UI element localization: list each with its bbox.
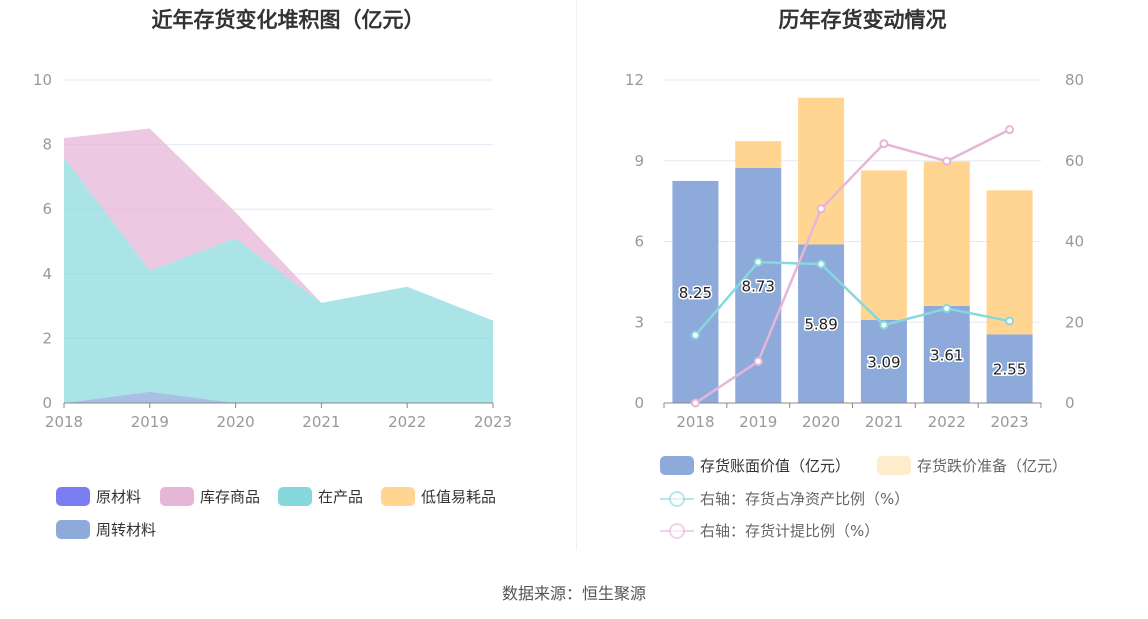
area-series-4 <box>64 391 493 403</box>
y-right-tick-label: 40 <box>1065 233 1084 251</box>
panel-divider <box>576 0 577 550</box>
legend-swatch <box>381 487 415 506</box>
y-tick-label: 4 <box>42 265 52 283</box>
x-tick-label: 2018 <box>45 413 83 431</box>
legend-label: 右轴：存货占净资产比例（%） <box>700 490 910 508</box>
line-point[interactable] <box>1005 125 1015 135</box>
line-series-0 <box>694 260 1010 336</box>
legend-item-0[interactable]: 存货账面价值（亿元） <box>660 455 850 476</box>
bar-impairment[interactable] <box>923 161 970 306</box>
y-left-tick-label: 3 <box>634 313 644 331</box>
legend-item-0[interactable]: 原材料 <box>56 486 141 507</box>
bar-book-value[interactable] <box>798 244 845 403</box>
x-tick-label: 2019 <box>131 413 169 431</box>
bar-value-label: 8.25 <box>679 284 712 302</box>
bar-value-label: 5.89 <box>804 316 837 334</box>
legend-item-4[interactable]: 周转材料 <box>56 519 156 540</box>
y-right-tick-label: 20 <box>1065 313 1084 331</box>
bar-book-value[interactable] <box>923 305 970 403</box>
legend-swatch <box>660 456 694 475</box>
x-tick-label: 2023 <box>990 413 1028 431</box>
legend-label: 存货账面价值（亿元） <box>700 457 851 475</box>
bar-impairment[interactable] <box>735 141 782 169</box>
line-point[interactable] <box>942 304 952 314</box>
y-left-tick-label: 6 <box>634 233 644 251</box>
y-right-tick-label: 0 <box>1065 394 1075 412</box>
x-tick-label: 2021 <box>865 413 903 431</box>
bar-impairment[interactable] <box>986 190 1033 335</box>
y-left-tick-label: 0 <box>634 394 644 412</box>
right-chart-title: 历年存货变动情况 <box>778 8 947 32</box>
legend-item-1[interactable]: 库存商品 <box>160 486 260 507</box>
legend-label: 存货跌价准备（亿元） <box>917 457 1068 475</box>
y-tick-label: 8 <box>42 136 52 154</box>
line-point[interactable] <box>942 156 952 166</box>
x-tick-label: 2020 <box>802 413 840 431</box>
bar-impairment[interactable] <box>860 170 907 320</box>
x-tick-label: 2019 <box>739 413 777 431</box>
legend-swatch <box>278 487 312 506</box>
legend-swatch <box>660 521 694 540</box>
legend-swatch <box>877 456 911 475</box>
legend-item-1[interactable]: 存货跌价准备（亿元） <box>877 455 1067 476</box>
line-point[interactable] <box>879 320 889 330</box>
legend-label: 周转材料 <box>96 521 157 539</box>
y-tick-label: 10 <box>33 71 52 89</box>
legend-label: 低值易耗品 <box>421 488 497 506</box>
line-point[interactable] <box>816 204 826 214</box>
line-series-1 <box>694 128 1011 405</box>
y-right-tick-label: 80 <box>1065 71 1084 89</box>
legend-item-2[interactable]: 在产品 <box>278 486 363 507</box>
line-point[interactable] <box>879 139 889 149</box>
legend-swatch <box>56 487 90 506</box>
x-tick-label: 2021 <box>302 413 340 431</box>
line-point[interactable] <box>690 398 700 408</box>
legend-swatch <box>160 487 194 506</box>
stacked-area-chart: 0 2 4 6 8 10 2018 2019 2020 2021 2022 2023 <box>33 71 512 431</box>
y-left-tick-label: 9 <box>634 152 644 170</box>
legend-swatch <box>660 489 694 508</box>
legend-label: 原材料 <box>96 488 142 506</box>
bar-book-value[interactable] <box>860 319 907 403</box>
x-tick-label: 2020 <box>217 413 255 431</box>
x-tick-label: 2022 <box>388 413 426 431</box>
left-chart-title: 近年存货变化堆积图（亿元） <box>151 8 425 32</box>
line-point[interactable] <box>1005 316 1015 326</box>
bar-line-chart: 0 3 6 9 12 0 20 40 60 80 2018 2019 2020 2021 2022 2023 8… <box>625 71 1084 431</box>
x-tick-label: 2022 <box>928 413 966 431</box>
x-tick-label: 2018 <box>676 413 714 431</box>
line-point[interactable] <box>753 356 763 366</box>
bar-impairment[interactable] <box>798 97 845 245</box>
data-source-note: 数据来源：恒生聚源 <box>501 584 646 603</box>
x-tick-label: 2023 <box>474 413 512 431</box>
bar-value-label: 2.55 <box>993 361 1026 379</box>
bar-value-label: 3.61 <box>930 346 963 364</box>
right-chart-panel: 历年存货变动情况 0 3 6 9 12 0 20 40 60 80 2018 2019 2020 2021… <box>577 0 1148 550</box>
legend-item-3[interactable]: 右轴：存货计提比例（%） <box>660 520 879 541</box>
legend-swatch <box>56 520 90 539</box>
legend-item-2[interactable]: 右轴：存货占净资产比例（%） <box>660 488 909 509</box>
legend-label: 右轴：存货计提比例（%） <box>700 522 880 540</box>
line-point[interactable] <box>690 330 700 340</box>
y-left-tick-label: 12 <box>625 71 644 89</box>
bar-book-value[interactable] <box>986 334 1033 403</box>
line-point[interactable] <box>816 259 826 269</box>
legend-label: 在产品 <box>318 488 364 506</box>
area-series-1 <box>64 128 493 321</box>
y-right-tick-label: 60 <box>1065 152 1084 170</box>
bar-book-value[interactable] <box>672 180 719 403</box>
bar-value-label: 3.09 <box>867 353 900 371</box>
y-tick-label: 0 <box>42 394 52 412</box>
area-series-2 <box>64 157 493 403</box>
legend-item-3[interactable]: 低值易耗品 <box>381 486 496 507</box>
bar-value-label: 8.73 <box>742 278 775 296</box>
y-tick-label: 2 <box>42 329 52 347</box>
legend-label: 库存商品 <box>200 488 261 506</box>
line-point[interactable] <box>753 257 763 267</box>
left-chart-panel: 近年存货变化堆积图（亿元） 0 2 4 6 8 10 2018 2019 2020 2021 202… <box>0 0 576 550</box>
y-tick-label: 6 <box>42 200 52 218</box>
